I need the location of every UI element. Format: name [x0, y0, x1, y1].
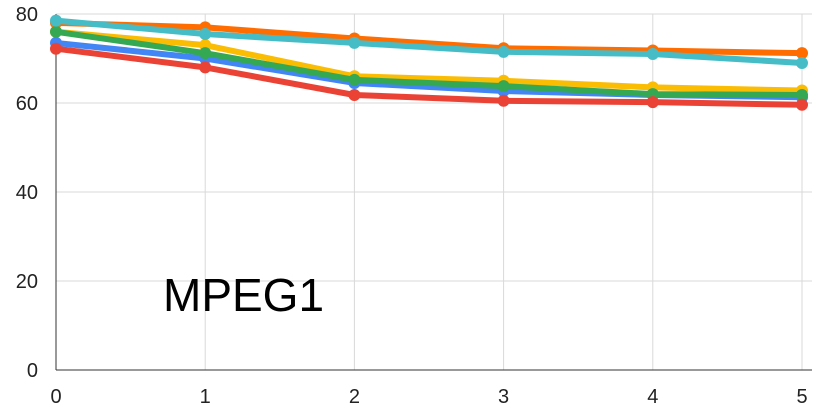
x-tick-label: 2: [349, 386, 360, 408]
data-point: [646, 48, 659, 61]
tick-labels: 0 20 40 60 80 0 1 2 3 4 5: [16, 4, 808, 408]
series-line: [53, 45, 805, 108]
data-point: [497, 45, 510, 58]
series-line: [53, 28, 805, 94]
data-point: [348, 36, 361, 49]
x-tick-label: 4: [647, 386, 658, 408]
data-point: [796, 88, 808, 101]
data-point: [199, 61, 212, 74]
data-point: [646, 96, 659, 109]
data-point: [348, 88, 361, 101]
y-tick-label: 40: [16, 182, 38, 204]
x-tick-label: 3: [498, 386, 509, 408]
data-point: [497, 94, 510, 107]
x-tick-label: 1: [200, 386, 211, 408]
series-5: [50, 42, 808, 111]
series-line: [53, 17, 805, 66]
y-tick-label: 60: [16, 93, 38, 115]
data-point: [348, 73, 361, 86]
data-point: [796, 98, 808, 111]
data-point: [796, 56, 808, 69]
data-point: [50, 25, 62, 38]
y-tick-label: 80: [16, 4, 38, 26]
data-point: [50, 14, 62, 27]
data-point: [50, 42, 62, 55]
x-tick-label: 5: [796, 386, 807, 408]
axes: [55, 14, 812, 371]
y-tick-label: 0: [27, 360, 38, 382]
chart-annotation: MPEG1: [163, 269, 324, 321]
series-line: [53, 19, 805, 57]
series-6: [50, 14, 808, 69]
x-tick-label: 0: [50, 386, 61, 408]
series-4: [50, 25, 808, 101]
data-point: [497, 80, 510, 93]
y-tick-label: 20: [16, 271, 38, 293]
data-point: [199, 47, 212, 60]
data-point: [796, 47, 808, 60]
series-line: [53, 28, 805, 98]
series-group: [50, 14, 808, 111]
data-point: [199, 28, 212, 41]
